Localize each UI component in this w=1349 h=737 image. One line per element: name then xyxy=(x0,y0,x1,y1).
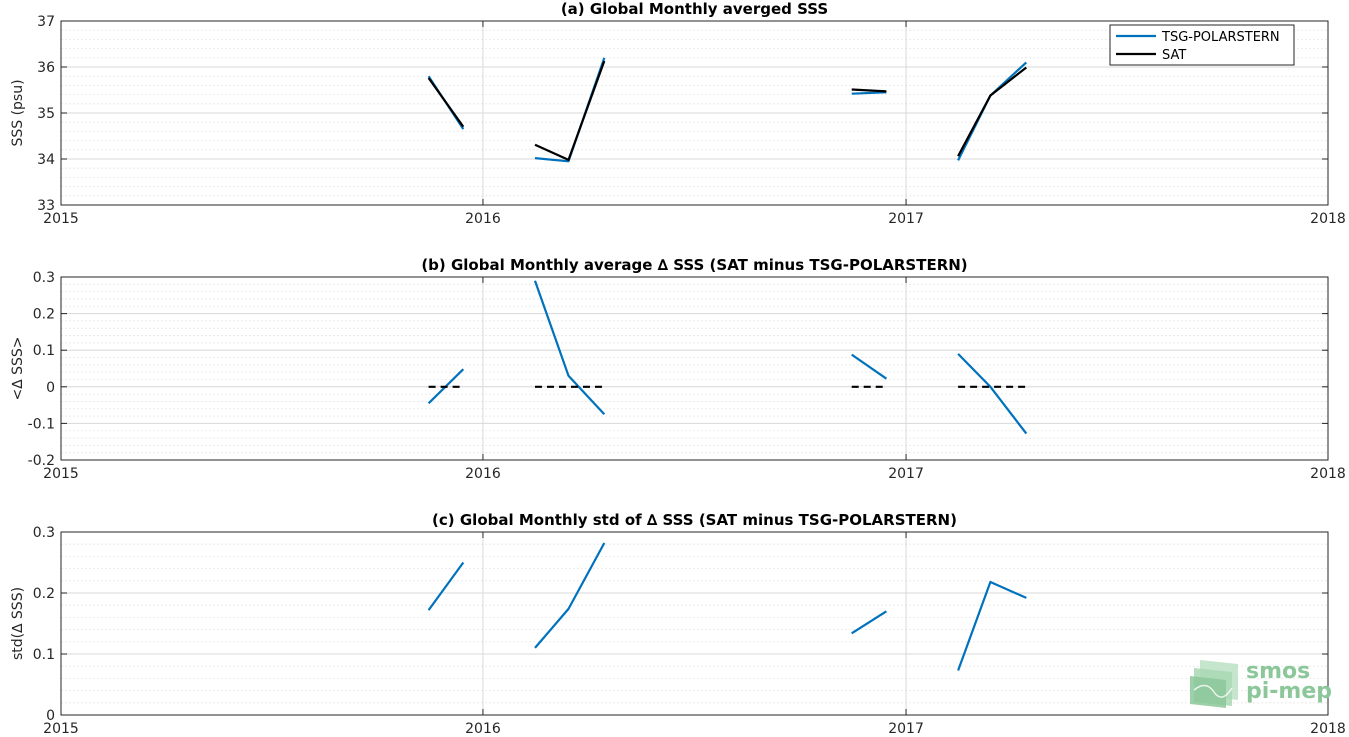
y-tick-label: 0 xyxy=(46,708,55,724)
y-tick-label: 0.2 xyxy=(33,586,55,602)
logo-line1: smos xyxy=(1246,659,1310,684)
y-tick-label: 0.3 xyxy=(33,270,55,286)
x-tick-label: 2017 xyxy=(888,721,924,737)
series-line xyxy=(851,353,888,380)
chart-title: (c) Global Monthly std of ∆ SSS (SAT min… xyxy=(432,511,957,529)
x-tick-label: 2016 xyxy=(465,211,501,227)
plot-area xyxy=(61,277,1328,460)
smos-pi-mep-logo: smos pi-mep xyxy=(1190,659,1332,708)
chart-panel: -0.2 -0.1 0 0.1 0.2 0.3 2015 2016 2017 2018 (b) Gl… xyxy=(10,256,1346,482)
y-tick-label: 37 xyxy=(37,14,55,30)
y-tick-label: 0.3 xyxy=(33,525,55,541)
y-tick-label: 0.2 xyxy=(33,307,55,323)
y-tick-label: 0 xyxy=(46,380,55,396)
x-tick-label: 2015 xyxy=(43,466,79,482)
y-axis-label: std(∆ SSS) xyxy=(10,587,26,660)
y-tick-label: 33 xyxy=(37,198,55,214)
logo-mark-icon xyxy=(1190,660,1238,708)
series-line xyxy=(957,353,1028,435)
x-tick-label: 2015 xyxy=(43,211,79,227)
axes-box xyxy=(60,531,1329,716)
series-line xyxy=(427,561,465,611)
series-line xyxy=(957,66,1027,157)
plot-area xyxy=(61,532,1328,715)
series-line xyxy=(533,280,606,416)
series-line xyxy=(427,77,465,128)
x-tick-label: 2017 xyxy=(888,211,924,227)
chart-title: (a) Global Monthly averged SSS xyxy=(561,0,828,18)
y-axis-label: SSS (psu) xyxy=(10,79,26,146)
legend-label: SAT xyxy=(1162,48,1186,63)
series-line xyxy=(851,88,887,93)
x-tick-label: 2018 xyxy=(1310,721,1346,737)
x-tick-label: 2015 xyxy=(43,721,79,737)
y-tick-label: -0.2 xyxy=(28,453,55,469)
y-tick-label: 0.1 xyxy=(33,647,55,663)
legend-box xyxy=(1109,24,1295,66)
y-tick-label: 34 xyxy=(37,152,55,168)
chart-panel: 33 34 35 36 37 2015 2016 2017 2018 (a) Global Mon… xyxy=(10,0,1346,227)
legend: TSG-POLARSTERN SAT xyxy=(1109,24,1295,66)
chart-panel: 0 0.1 0.2 0.3 2015 2016 2017 2018 (c) Global Mon… xyxy=(10,511,1346,737)
y-tick-label: -0.1 xyxy=(28,416,55,432)
series-line xyxy=(957,580,1027,671)
y-tick-label: 0.1 xyxy=(33,343,55,359)
series-line xyxy=(534,60,606,161)
chart-title: (b) Global Monthly average ∆ SSS (SAT mi… xyxy=(421,256,967,274)
logo-line2: pi-mep xyxy=(1246,679,1332,704)
x-tick-label: 2018 xyxy=(1310,211,1346,227)
series-line xyxy=(534,542,606,649)
x-tick-label: 2018 xyxy=(1310,466,1346,482)
y-tick-label: 36 xyxy=(37,60,55,76)
x-tick-label: 2017 xyxy=(888,466,924,482)
y-axis-label: <∆ SSS> xyxy=(10,337,26,401)
legend-label: TSG-POLARSTERN xyxy=(1161,30,1280,45)
axes-box xyxy=(60,276,1329,461)
series-line xyxy=(851,91,887,95)
x-tick-label: 2016 xyxy=(465,721,501,737)
y-tick-label: 35 xyxy=(37,106,55,122)
series-line xyxy=(851,610,887,635)
x-tick-label: 2016 xyxy=(465,466,501,482)
